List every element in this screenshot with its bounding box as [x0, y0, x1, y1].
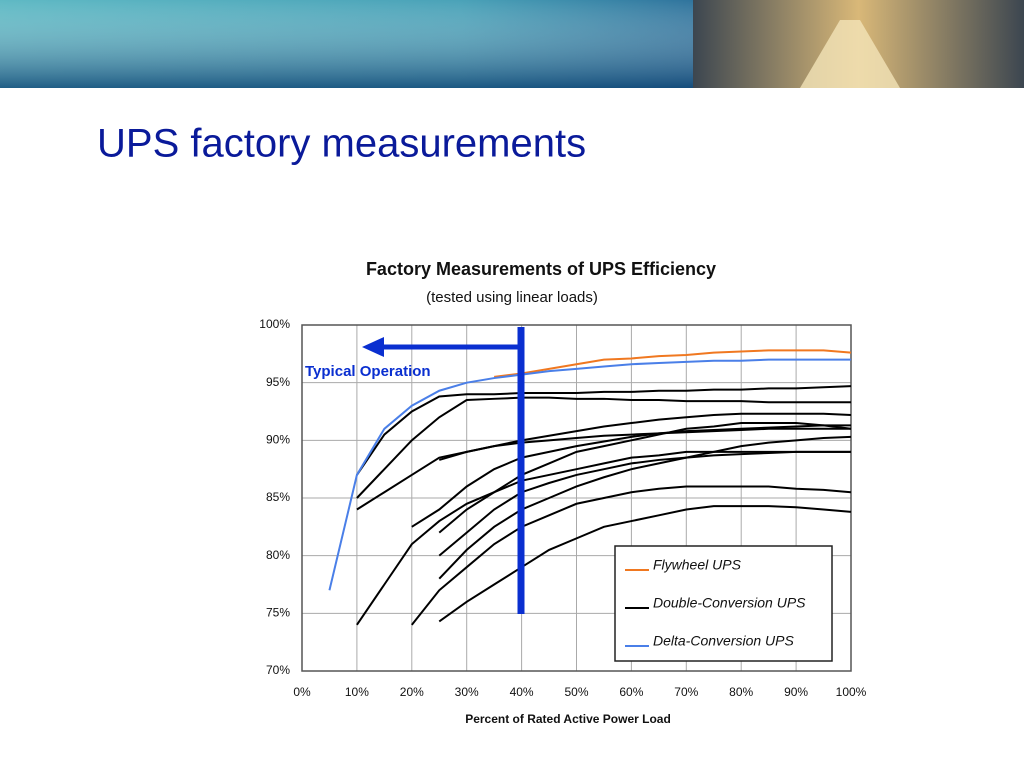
- plot-border: [301, 324, 852, 672]
- x-tick-label: 90%: [784, 685, 808, 699]
- y-tick-label: 85%: [266, 490, 290, 504]
- legend-label: Delta-Conversion UPS: [653, 633, 794, 649]
- series-line: [356, 450, 851, 626]
- series-line: [494, 349, 852, 378]
- legend-box: [614, 545, 833, 662]
- series-line: [438, 435, 852, 580]
- annotation: Typical Operation: [305, 363, 431, 380]
- x-tick-label: 10%: [345, 685, 369, 699]
- x-tick-label: 100%: [836, 685, 867, 699]
- series-line: [438, 505, 852, 623]
- arrow-head: [362, 337, 384, 357]
- chart: Factory Measurements of UPS Efficiency (t…: [259, 259, 866, 726]
- x-axis-label: Percent of Rated Active Power Load: [465, 712, 671, 726]
- x-tick-label: 30%: [455, 685, 479, 699]
- chart-subtitle: (tested using linear loads): [426, 289, 598, 306]
- banner: [0, 0, 1024, 88]
- series-line: [356, 427, 851, 511]
- series-line: [356, 396, 851, 499]
- x-tick-label: 50%: [564, 685, 588, 699]
- chart-title: Factory Measurements of UPS Efficiency: [366, 259, 716, 279]
- y-tick-label: 90%: [266, 433, 290, 447]
- y-tick-label: 70%: [266, 663, 290, 677]
- series-line: [411, 424, 851, 528]
- x-tick-label: 60%: [619, 685, 643, 699]
- x-tick-label: 0%: [293, 685, 311, 699]
- legend-label: Flywheel UPS: [653, 557, 742, 573]
- y-tick-label: 95%: [266, 375, 290, 389]
- series-line: [438, 412, 852, 461]
- y-tick-label: 75%: [266, 606, 290, 620]
- x-tick-label: 70%: [674, 685, 698, 699]
- x-tick-label: 40%: [510, 685, 534, 699]
- series-line: [328, 358, 851, 591]
- series-line: [438, 450, 851, 557]
- slide-title: UPS factory measurements: [97, 122, 586, 166]
- y-tick-label: 80%: [266, 548, 290, 562]
- series-line: [438, 422, 852, 534]
- x-tick-label: 80%: [729, 685, 753, 699]
- series-line: [356, 385, 852, 476]
- y-tick-label: 100%: [259, 317, 290, 331]
- x-tick-label: 20%: [400, 685, 424, 699]
- series-line: [411, 485, 852, 626]
- legend-label: Double-Conversion UPS: [653, 595, 806, 611]
